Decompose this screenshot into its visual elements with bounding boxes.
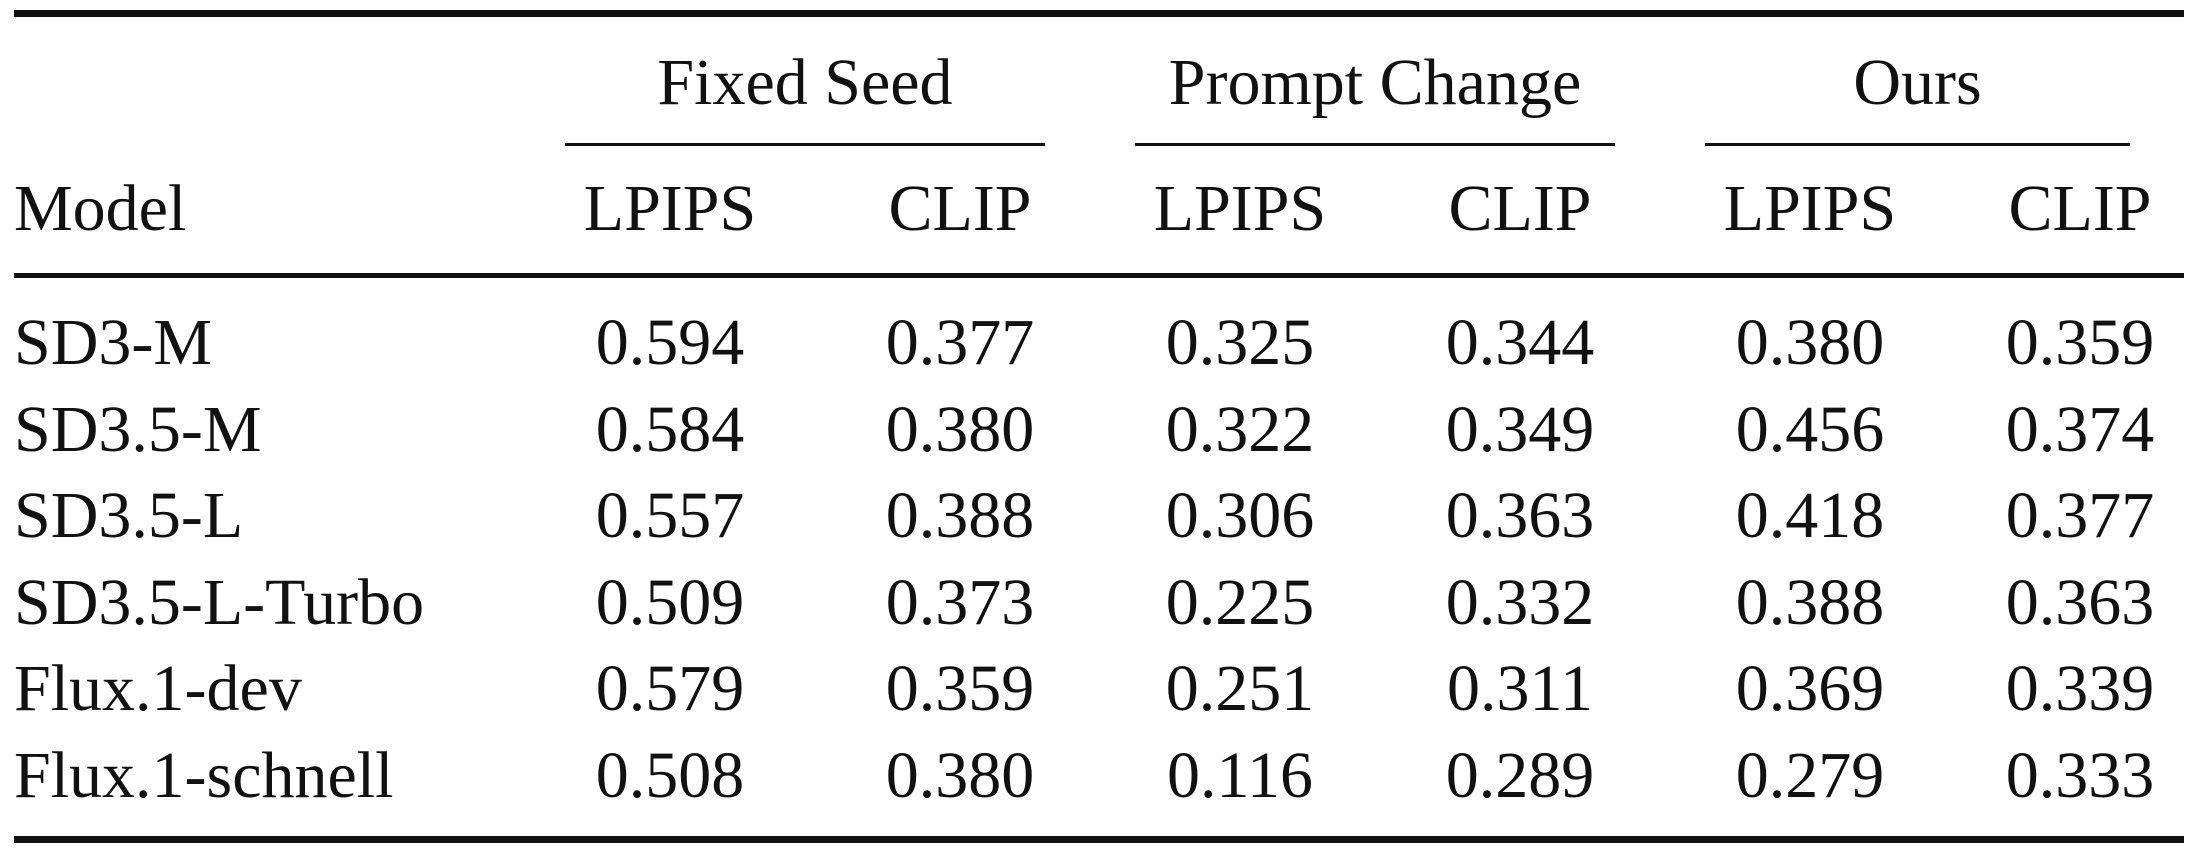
group-header-ours: Ours: [1853, 46, 1982, 119]
cell-prompt-change-lpips: 0.325: [1165, 306, 1315, 379]
group-header-prompt-change: Prompt Change: [1168, 46, 1582, 119]
cell-ours-lpips: 0.388: [1735, 566, 1885, 639]
cell-ours-clip: 0.363: [2005, 566, 2155, 639]
cell-model: Flux.1-dev: [14, 652, 302, 725]
column-header-fixed-seed-clip: CLIP: [888, 172, 1032, 245]
cell-prompt-change-clip: 0.344: [1445, 306, 1595, 379]
group-underline-ours: [1705, 143, 2130, 146]
group-underline-prompt-change: [1135, 143, 1615, 146]
column-header-prompt-change-clip: CLIP: [1448, 172, 1592, 245]
cell-ours-clip: 0.333: [2005, 739, 2155, 812]
cell-fixed-seed-clip: 0.380: [885, 393, 1035, 466]
cell-ours-lpips: 0.380: [1735, 306, 1885, 379]
group-underline-fixed-seed: [565, 143, 1045, 146]
cell-prompt-change-lpips: 0.322: [1165, 393, 1315, 466]
cell-fixed-seed-lpips: 0.594: [595, 306, 745, 379]
column-header-model: Model: [14, 172, 187, 245]
cell-fixed-seed-clip: 0.380: [885, 739, 1035, 812]
group-header-fixed-seed: Fixed Seed: [657, 46, 953, 119]
column-header-fixed-seed-lpips: LPIPS: [583, 172, 757, 245]
cell-ours-clip: 0.374: [2005, 393, 2155, 466]
cell-prompt-change-lpips: 0.306: [1165, 479, 1315, 552]
cell-fixed-seed-lpips: 0.579: [595, 652, 745, 725]
cell-fixed-seed-lpips: 0.557: [595, 479, 745, 552]
cell-model: SD3.5-M: [14, 393, 262, 466]
cell-ours-lpips: 0.456: [1735, 393, 1885, 466]
cell-ours-lpips: 0.279: [1735, 739, 1885, 812]
bottom-rule: [14, 836, 2184, 843]
cell-fixed-seed-lpips: 0.584: [595, 393, 745, 466]
cell-prompt-change-lpips: 0.225: [1165, 566, 1315, 639]
cell-fixed-seed-clip: 0.377: [885, 306, 1035, 379]
cell-fixed-seed-clip: 0.359: [885, 652, 1035, 725]
cell-fixed-seed-clip: 0.388: [885, 479, 1035, 552]
cell-prompt-change-lpips: 0.116: [1166, 739, 1314, 812]
cell-model: Flux.1-schnell: [14, 739, 394, 812]
cell-model: SD3-M: [14, 306, 213, 379]
cell-prompt-change-clip: 0.332: [1445, 566, 1595, 639]
cell-ours-lpips: 0.369: [1735, 652, 1885, 725]
column-header-prompt-change-lpips: LPIPS: [1153, 172, 1327, 245]
cell-prompt-change-lpips: 0.251: [1165, 652, 1315, 725]
cell-prompt-change-clip: 0.289: [1445, 739, 1595, 812]
cell-fixed-seed-clip: 0.373: [885, 566, 1035, 639]
cell-prompt-change-clip: 0.349: [1445, 393, 1595, 466]
cell-prompt-change-clip: 0.311: [1446, 652, 1594, 725]
top-rule: [14, 10, 2184, 17]
cell-model: SD3.5-L: [14, 479, 244, 552]
cell-model: SD3.5-L-Turbo: [14, 566, 425, 639]
cell-ours-clip: 0.359: [2005, 306, 2155, 379]
cell-ours-clip: 0.377: [2005, 479, 2155, 552]
cell-fixed-seed-lpips: 0.508: [595, 739, 745, 812]
cell-prompt-change-clip: 0.363: [1445, 479, 1595, 552]
header-rule: [14, 273, 2184, 278]
cell-fixed-seed-lpips: 0.509: [595, 566, 745, 639]
column-header-ours-clip: CLIP: [2008, 172, 2152, 245]
cell-ours-lpips: 0.418: [1735, 479, 1885, 552]
cell-ours-clip: 0.339: [2005, 652, 2155, 725]
column-header-ours-lpips: LPIPS: [1723, 172, 1897, 245]
